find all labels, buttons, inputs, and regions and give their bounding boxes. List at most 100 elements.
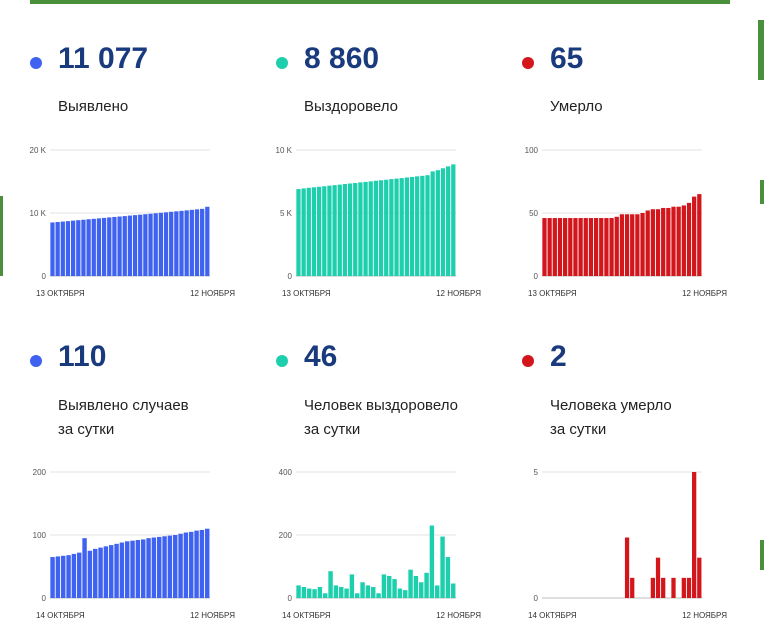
bar	[148, 213, 153, 276]
bar	[353, 183, 358, 276]
bar	[445, 557, 451, 598]
bar	[205, 206, 210, 276]
bar	[378, 180, 384, 276]
bar	[65, 221, 71, 276]
bar	[355, 593, 360, 598]
bar	[153, 213, 158, 276]
bar	[342, 184, 348, 276]
bar	[568, 218, 573, 276]
bar	[635, 214, 640, 276]
bar	[91, 218, 96, 276]
bar	[446, 166, 451, 276]
stat-label-line2: за сутки	[550, 421, 607, 438]
bar	[557, 218, 563, 276]
y-tick-label: 400	[279, 468, 293, 477]
bar	[151, 537, 157, 598]
bar	[376, 593, 381, 598]
x-tick-label: 14 ОКТЯБРЯ	[36, 611, 85, 620]
bar	[138, 214, 143, 276]
bar	[655, 209, 661, 276]
bar	[337, 184, 342, 276]
bar	[184, 210, 189, 276]
stat-panel-detected: 11 077 Выявлено 0 10 K 20 K 13 ОКТЯБРЯ 12 НО…	[30, 40, 260, 340]
bar	[109, 545, 114, 598]
x-tick-label: 12 НОЯБРЯ	[682, 611, 727, 620]
y-tick-label: 0	[288, 594, 293, 603]
x-tick-label: 13 ОКТЯБРЯ	[282, 289, 331, 298]
bar	[296, 585, 301, 598]
bar	[542, 218, 547, 276]
bar	[692, 196, 697, 276]
bar	[296, 189, 301, 276]
bar	[389, 179, 394, 276]
stat-panel-daily-recovered: 46 Человек выздоровело за сутки 0 200 400 1…	[276, 338, 506, 628]
cumulative-deaths-chart: 0 50 100 13 ОКТЯБРЯ 12 НОЯБРЯ	[525, 146, 728, 298]
x-tick-label: 12 НОЯБРЯ	[436, 289, 481, 298]
bar	[347, 183, 353, 276]
bar	[194, 209, 200, 276]
stat-panel-deaths: 65 Умерло 0 50 100 13 ОКТЯБРЯ 12 НОЯБРЯ	[522, 40, 752, 340]
bar	[130, 540, 135, 598]
bar	[119, 542, 125, 598]
bar	[661, 207, 666, 276]
bar	[440, 168, 446, 276]
bar	[408, 569, 413, 598]
y-tick-label: 200	[33, 468, 47, 477]
y-tick-label: 5	[534, 468, 539, 477]
stat-value: 65	[550, 42, 584, 75]
bar	[686, 202, 692, 276]
bar	[323, 593, 328, 598]
bar	[117, 216, 122, 276]
bar	[440, 536, 445, 598]
bar	[194, 530, 199, 598]
bar	[619, 214, 625, 276]
bar	[397, 588, 403, 598]
bar	[333, 585, 339, 598]
bar	[640, 213, 645, 276]
bar	[317, 186, 322, 276]
series-dot-icon	[276, 57, 288, 69]
bar	[692, 472, 697, 598]
bar	[681, 577, 686, 598]
bar	[178, 533, 183, 598]
bar	[666, 207, 671, 276]
series-dot-icon	[30, 355, 42, 367]
bar	[311, 187, 317, 276]
bar	[403, 590, 408, 599]
bar	[189, 209, 194, 276]
y-tick-label: 5 K	[280, 209, 293, 218]
bar	[392, 579, 397, 598]
bar	[424, 572, 429, 598]
left-edge-decoration	[0, 196, 3, 276]
bar	[143, 214, 148, 276]
bar	[141, 539, 146, 598]
y-tick-label: 0	[288, 272, 293, 281]
y-tick-label: 200	[279, 531, 293, 540]
bar	[381, 574, 387, 599]
bar	[301, 188, 306, 276]
bar	[98, 547, 103, 598]
bar	[645, 210, 650, 276]
bar	[81, 219, 86, 276]
bar	[655, 557, 661, 598]
y-tick-label: 50	[529, 209, 538, 218]
bar	[420, 175, 425, 276]
bar	[179, 210, 184, 276]
series-dot-icon	[522, 57, 534, 69]
bar	[312, 589, 317, 598]
x-tick-label: 12 НОЯБРЯ	[436, 611, 481, 620]
bar	[435, 170, 440, 276]
stat-panel-daily-deaths: 2 Человека умерло за сутки 0 5 14 ОКТЯБРЯ 1…	[522, 338, 752, 628]
x-tick-label: 13 ОКТЯБРЯ	[528, 289, 577, 298]
bar	[363, 181, 368, 276]
bar	[50, 557, 55, 598]
bar	[93, 548, 98, 598]
bar	[435, 585, 440, 598]
cumulative-recovered-chart: 0 5 K 10 K 13 ОКТЯБРЯ 12 НОЯБРЯ	[276, 146, 482, 298]
bar	[167, 535, 173, 598]
series-dot-icon	[276, 355, 288, 367]
bar	[169, 211, 174, 276]
bar	[429, 525, 435, 598]
bar	[174, 211, 179, 276]
bar	[71, 553, 77, 598]
